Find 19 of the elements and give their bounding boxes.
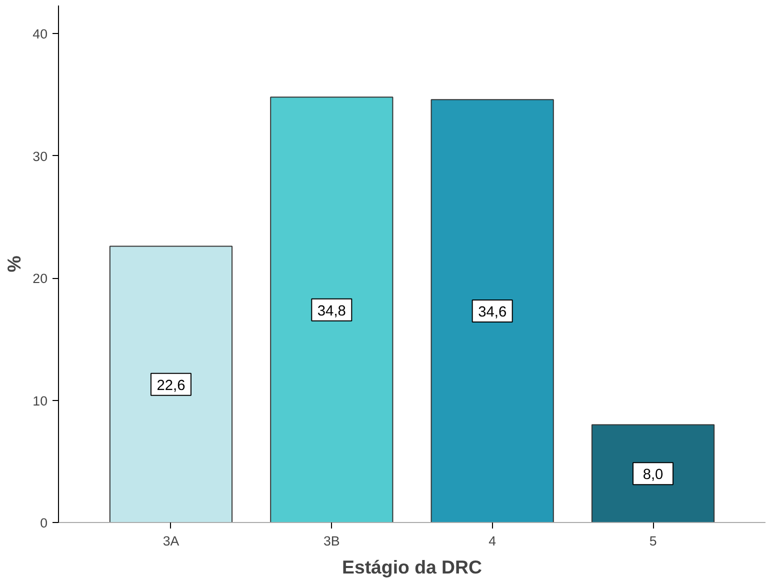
y-tick-label: 20 <box>32 271 48 286</box>
y-axis-title: % <box>4 255 25 272</box>
data-label: 34,8 <box>317 303 346 320</box>
x-tick-label: 3B <box>324 534 340 548</box>
bar <box>430 99 554 522</box>
data-label: 34,6 <box>478 304 507 321</box>
bar <box>591 424 715 522</box>
data-label: 22,6 <box>156 378 186 394</box>
bar <box>270 96 394 522</box>
y-tick-label: 0 <box>40 516 48 530</box>
x-axis-title: Estágio da DRC <box>342 556 482 578</box>
y-tick-label: 10 <box>32 393 48 408</box>
data-label: 8,0 <box>642 467 664 484</box>
y-tick-label: 30 <box>32 148 48 164</box>
bar <box>109 246 233 522</box>
y-tick-label: 40 <box>32 26 48 42</box>
x-tick-label: 3A <box>162 534 180 548</box>
x-tick-label: 4 <box>488 534 497 548</box>
x-tick-label: 5 <box>649 534 657 548</box>
